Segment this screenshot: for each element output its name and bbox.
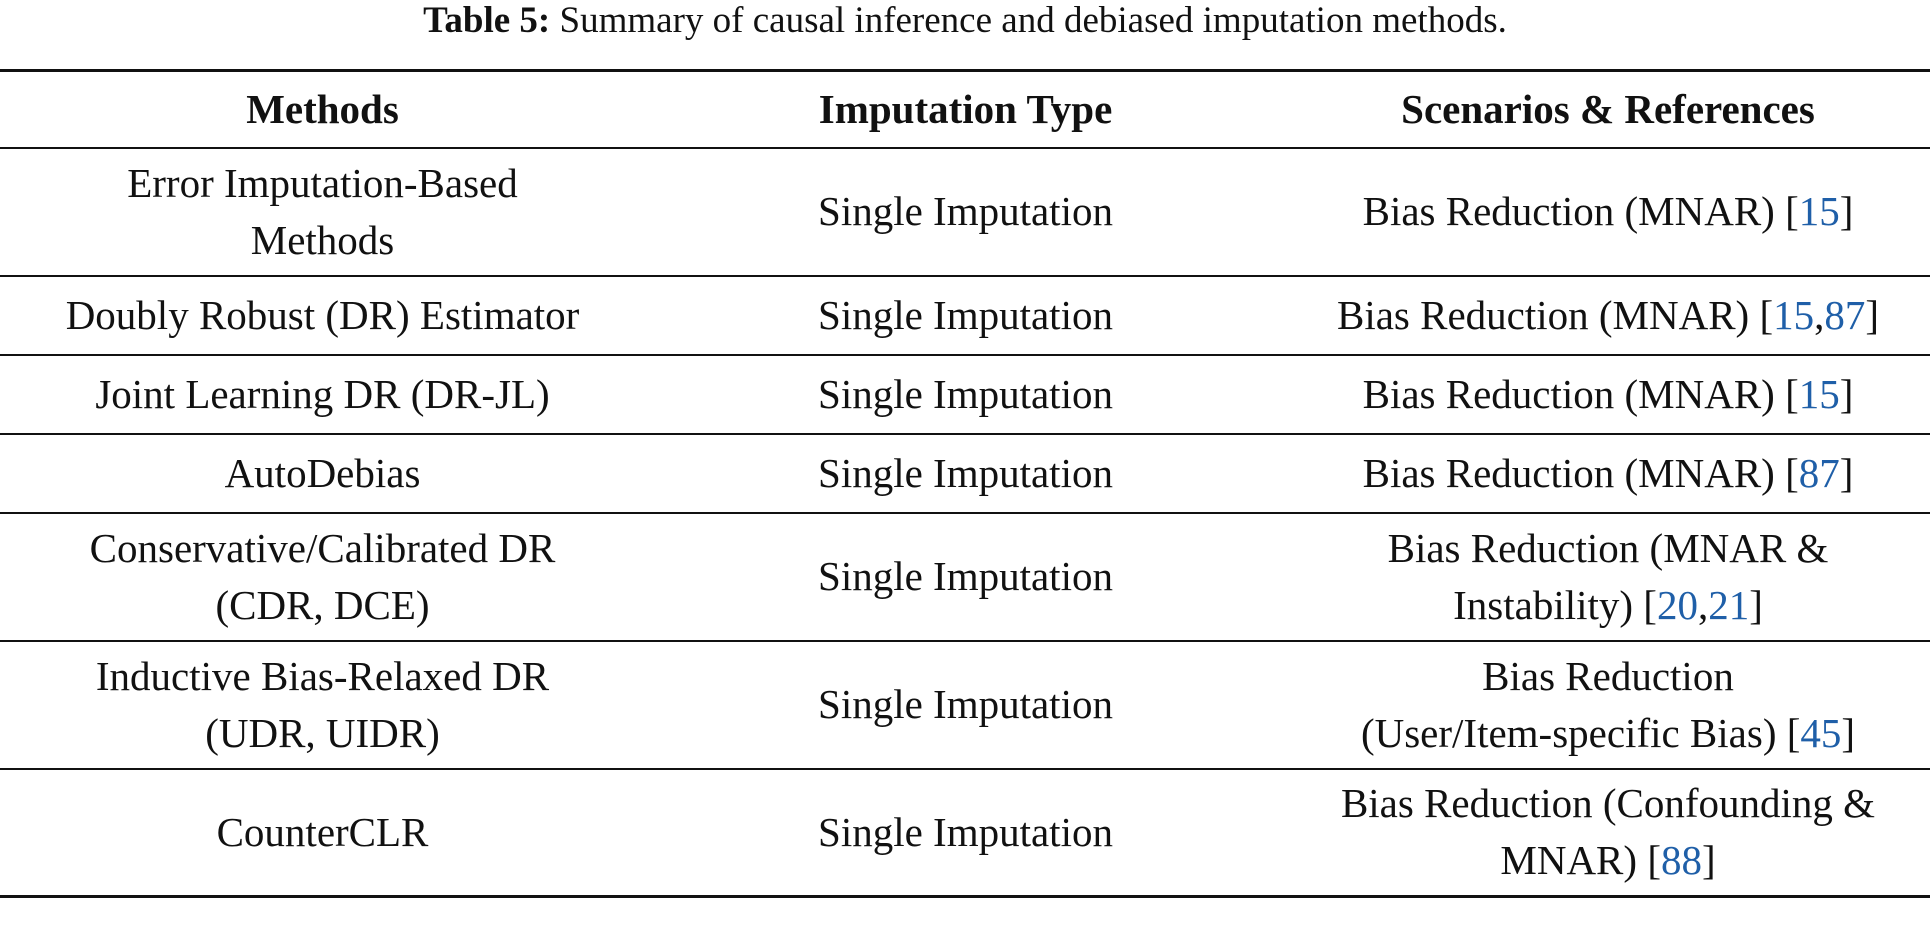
method-name-line: Inductive Bias-Relaxed DR bbox=[95, 652, 550, 699]
method-name-line: Conservative/Calibrated DR bbox=[89, 524, 556, 571]
method-name-line: AutoDebias bbox=[224, 449, 421, 496]
method-name-line: Doubly Robust (DR) Estimator bbox=[65, 291, 580, 338]
scenario-text-line: Bias Reduction bbox=[1482, 652, 1734, 699]
method-cell: AutoDebias bbox=[0, 433, 645, 514]
table-caption-text: Summary of causal inference and debiased… bbox=[550, 0, 1507, 41]
scenario-cell: Bias Reduction (MNAR & Instability) [20,2… bbox=[1286, 512, 1930, 642]
imputation-type-cell: Single Imputation bbox=[645, 512, 1286, 642]
scenario-text-line: MNAR) bbox=[1500, 837, 1648, 884]
method-cell: Doubly Robust (DR) Estimator bbox=[0, 275, 645, 356]
method-name-line: (CDR, DCE) bbox=[215, 581, 430, 628]
reference-link[interactable]: 15 bbox=[1773, 291, 1815, 338]
scenario-text-line: Bias Reduction (MNAR) bbox=[1336, 291, 1760, 338]
method-cell: Error Imputation-Based Methods bbox=[0, 147, 645, 277]
scenario-cell: Bias Reduction (MNAR) [15,87] bbox=[1286, 275, 1930, 356]
table-header-row: Methods Imputation Type Scenarios & Refe… bbox=[0, 69, 1930, 149]
method-cell: Conservative/Calibrated DR (CDR, DCE) bbox=[0, 512, 645, 642]
reference-link[interactable]: 20 bbox=[1656, 581, 1698, 628]
reference-link[interactable]: 15 bbox=[1798, 188, 1840, 234]
scenario-cell: Bias Reduction (MNAR) [15] bbox=[1286, 147, 1930, 277]
table-row: Doubly Robust (DR) Estimator Single Imput… bbox=[0, 275, 1930, 356]
reference-link[interactable]: 15 bbox=[1798, 370, 1840, 417]
method-cell: Joint Learning DR (DR-JL) bbox=[0, 354, 645, 435]
scenario-text-line: Bias Reduction (MNAR) bbox=[1362, 370, 1786, 417]
scenario-text-line: (User/Item-specific Bias) bbox=[1360, 709, 1787, 756]
scenario-cell: Bias Reduction (MNAR) [87] bbox=[1286, 433, 1930, 514]
imputation-type-cell: Single Imputation bbox=[645, 147, 1286, 277]
scenario-text-line: Bias Reduction (Confounding & bbox=[1340, 780, 1876, 827]
method-cell: CounterCLR bbox=[0, 768, 645, 898]
table-caption-label: Table 5: bbox=[423, 0, 551, 41]
scenario-cell: Bias Reduction (Confounding & MNAR) [88] bbox=[1286, 768, 1930, 898]
table-row: Joint Learning DR (DR-JL) Single Imputati… bbox=[0, 354, 1930, 435]
table-row: Inductive Bias-Relaxed DR (UDR, UIDR) Sing… bbox=[0, 640, 1930, 770]
methods-table: Methods Imputation Type Scenarios & Refe… bbox=[0, 69, 1930, 898]
reference-link[interactable]: 45 bbox=[1800, 709, 1842, 756]
scenario-text-line: Bias Reduction (MNAR & bbox=[1387, 524, 1829, 571]
reference-link[interactable]: 88 bbox=[1660, 837, 1702, 884]
imputation-type-cell: Single Imputation bbox=[645, 275, 1286, 356]
table-row: Conservative/Calibrated DR (CDR, DCE) Sing… bbox=[0, 512, 1930, 642]
scenario-text-line: Bias Reduction (MNAR) bbox=[1362, 188, 1786, 234]
reference-link[interactable]: 21 bbox=[1708, 581, 1750, 628]
method-name-line: Joint Learning DR (DR-JL) bbox=[95, 370, 550, 417]
header-imputation-type: Imputation Type bbox=[645, 69, 1286, 149]
scenario-cell: Bias Reduction (MNAR) [15] bbox=[1286, 354, 1930, 435]
scenario-cell: Bias Reduction (User/Item-specific Bias) … bbox=[1286, 640, 1930, 770]
scenario-text-line: Bias Reduction (MNAR) bbox=[1362, 449, 1786, 496]
reference-link[interactable]: 87 bbox=[1798, 449, 1840, 496]
method-name-line: (UDR, UIDR) bbox=[205, 709, 440, 756]
method-name-line: Methods bbox=[250, 216, 395, 263]
header-methods: Methods bbox=[0, 69, 645, 149]
imputation-type-cell: Single Imputation bbox=[645, 640, 1286, 770]
imputation-type-cell: Single Imputation bbox=[645, 768, 1286, 898]
table-row: Error Imputation-Based Methods Single Impu… bbox=[0, 147, 1930, 277]
method-name-line: Error Imputation-Based bbox=[127, 159, 518, 206]
table-row: AutoDebias Single Imputation Bias Reductio… bbox=[0, 433, 1930, 514]
table-row: CounterCLR Single Imputation Bias Reductio… bbox=[0, 768, 1930, 898]
scenario-text-line: Instability) bbox=[1453, 581, 1644, 628]
reference-link[interactable]: 87 bbox=[1824, 291, 1866, 338]
header-scenarios: Scenarios & References bbox=[1286, 69, 1930, 149]
imputation-type-cell: Single Imputation bbox=[645, 354, 1286, 435]
method-name-line: CounterCLR bbox=[216, 808, 429, 855]
table-caption: Table 5: Summary of causal inference and… bbox=[0, 0, 1930, 45]
method-cell: Inductive Bias-Relaxed DR (UDR, UIDR) bbox=[0, 640, 645, 770]
table-body: Error Imputation-Based Methods Single Impu… bbox=[0, 147, 1930, 898]
imputation-type-cell: Single Imputation bbox=[645, 433, 1286, 514]
